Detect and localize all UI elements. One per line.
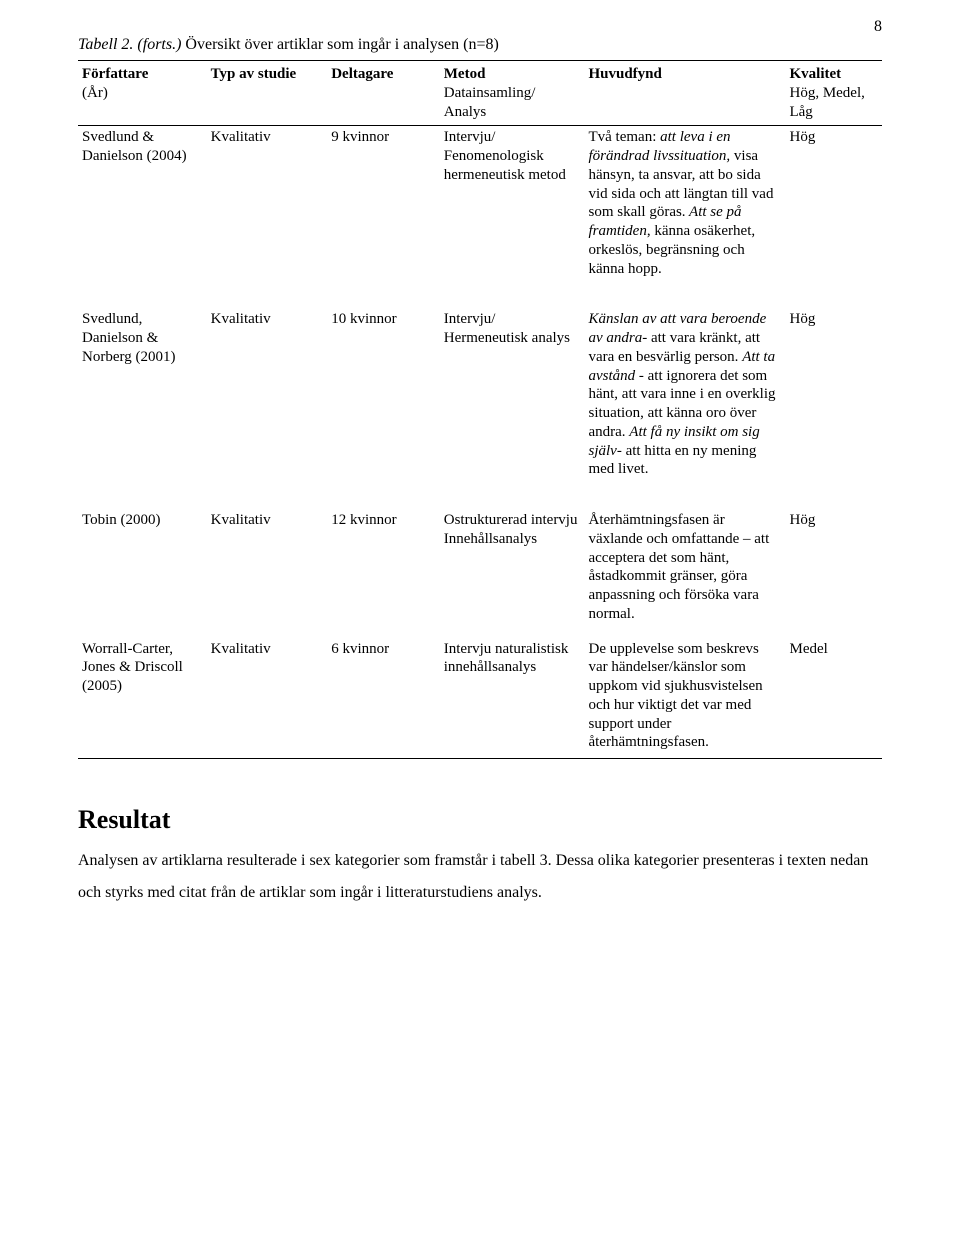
col-qual-l1: Kvalitet bbox=[789, 66, 841, 82]
col-method-l1: Metod bbox=[444, 66, 486, 82]
cell-quality: Hög bbox=[785, 493, 882, 638]
cell-author: Worrall-Carter, Jones & Driscoll (2005) bbox=[78, 638, 207, 759]
cell-participants: 12 kvinnor bbox=[327, 493, 440, 638]
findings-part: Återhämtningsfasen är växlande och omfat… bbox=[588, 512, 769, 622]
table-row: Tobin (2000)Kvalitativ12 kvinnorOstruktu… bbox=[78, 493, 882, 638]
findings-part: Två teman: bbox=[588, 129, 660, 145]
cell-type: Kvalitativ bbox=[207, 493, 328, 638]
cell-quality: Hög bbox=[785, 126, 882, 293]
col-participants: Deltagare bbox=[327, 61, 440, 126]
col-type: Typ av studie bbox=[207, 61, 328, 126]
cell-findings: Återhämtningsfasen är växlande och omfat… bbox=[584, 493, 785, 638]
cell-participants: 10 kvinnor bbox=[327, 292, 440, 493]
cell-quality: Hög bbox=[785, 292, 882, 493]
table-row: Svedlund, Danielson & Norberg (2001)Kval… bbox=[78, 292, 882, 493]
cell-type: Kvalitativ bbox=[207, 638, 328, 759]
cell-type: Kvalitativ bbox=[207, 292, 328, 493]
col-find-l1: Huvudfynd bbox=[588, 66, 661, 82]
findings-part: De upplevelse som beskrevs var händelser… bbox=[588, 641, 762, 751]
resultat-heading: Resultat bbox=[78, 805, 882, 835]
cell-type: Kvalitativ bbox=[207, 126, 328, 293]
cell-author: Tobin (2000) bbox=[78, 493, 207, 638]
cell-participants: 9 kvinnor bbox=[327, 126, 440, 293]
cell-author: Svedlund, Danielson & Norberg (2001) bbox=[78, 292, 207, 493]
col-qual-l2: Hög, Medel, Låg bbox=[789, 85, 864, 120]
cell-quality: Medel bbox=[785, 638, 882, 759]
table-head: Författare (År) Typ av studie Deltagare … bbox=[78, 61, 882, 126]
table-caption: Tabell 2. (forts.) Översikt över artikla… bbox=[78, 36, 882, 54]
col-method-l2: Datainsamling/ Analys bbox=[444, 85, 536, 120]
col-quality: Kvalitet Hög, Medel, Låg bbox=[785, 61, 882, 126]
col-type-l1: Typ av studie bbox=[211, 66, 297, 82]
cell-author: Svedlund & Danielson (2004) bbox=[78, 126, 207, 293]
table-body: Svedlund & Danielson (2004)Kvalitativ9 k… bbox=[78, 126, 882, 759]
page: 8 Tabell 2. (forts.) Översikt över artik… bbox=[0, 0, 960, 1233]
col-author-l2: (År) bbox=[82, 85, 108, 101]
caption-rest: Översikt över artiklar som ingår i analy… bbox=[185, 36, 498, 53]
header-row: Författare (År) Typ av studie Deltagare … bbox=[78, 61, 882, 126]
cell-findings: Två teman: att leva i en förändrad livss… bbox=[584, 126, 785, 293]
cell-method: Intervju/ Fenomenologisk hermeneutisk me… bbox=[440, 126, 585, 293]
col-author-l1: Författare bbox=[82, 66, 148, 82]
col-method: Metod Datainsamling/ Analys bbox=[440, 61, 585, 126]
cell-findings: De upplevelse som beskrevs var händelser… bbox=[584, 638, 785, 759]
table-row: Worrall-Carter, Jones & Driscoll (2005)K… bbox=[78, 638, 882, 759]
col-author: Författare (År) bbox=[78, 61, 207, 126]
cell-findings: Känslan av att vara beroende av andra- a… bbox=[584, 292, 785, 493]
caption-prefix: Tabell 2. (forts.) bbox=[78, 36, 185, 53]
col-findings: Huvudfynd bbox=[584, 61, 785, 126]
col-part-l1: Deltagare bbox=[331, 66, 393, 82]
articles-table: Författare (År) Typ av studie Deltagare … bbox=[78, 60, 882, 759]
table-row: Svedlund & Danielson (2004)Kvalitativ9 k… bbox=[78, 126, 882, 293]
cell-method: Ostrukturerad intervju Innehållsanalys bbox=[440, 493, 585, 638]
page-number: 8 bbox=[874, 18, 882, 36]
resultat-paragraph: Analysen av artiklarna resulterade i sex… bbox=[78, 845, 882, 909]
cell-method: Intervju naturalistisk innehållsanalys bbox=[440, 638, 585, 759]
cell-method: Intervju/ Hermeneutisk analys bbox=[440, 292, 585, 493]
cell-participants: 6 kvinnor bbox=[327, 638, 440, 759]
